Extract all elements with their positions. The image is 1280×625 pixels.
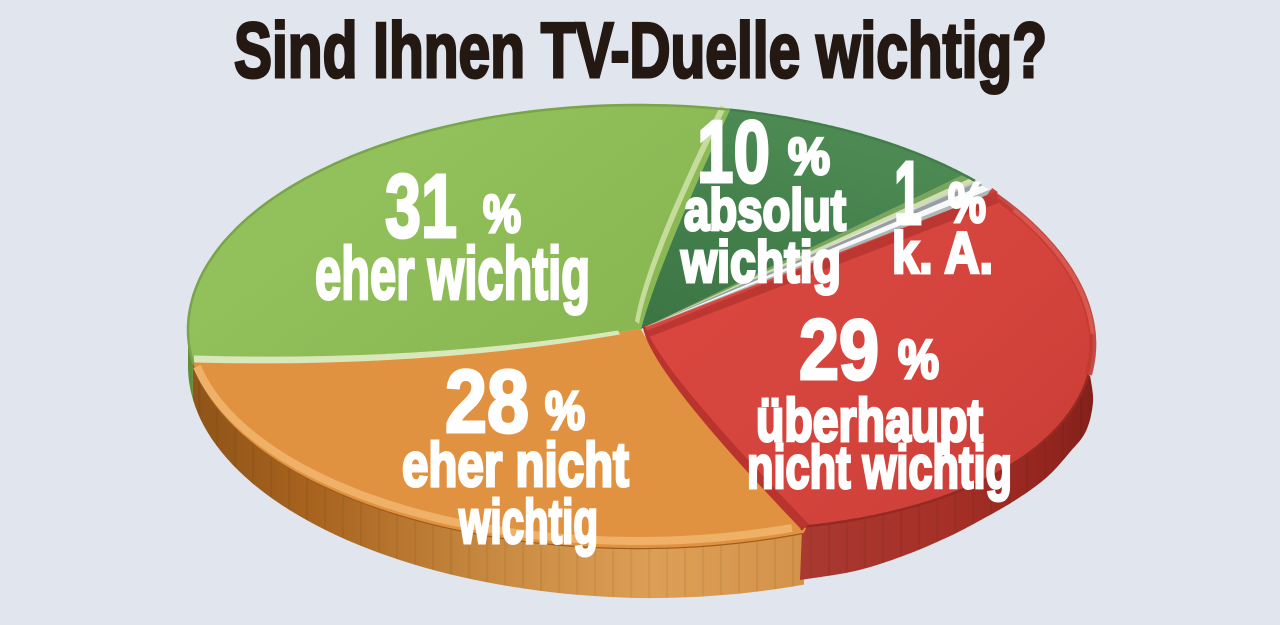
svg-text:29: 29 [799, 303, 879, 398]
svg-text:%: % [788, 128, 830, 186]
svg-text:%: % [483, 185, 521, 244]
svg-text:Sind Ihnen TV-Duelle wichtig?: Sind Ihnen TV-Duelle wichtig? [234, 6, 1047, 94]
svg-text:eher wichtig: eher wichtig [315, 232, 590, 315]
svg-text:%: % [545, 381, 585, 441]
svg-text:wichtig: wichtig [680, 230, 841, 295]
svg-text:28: 28 [445, 351, 529, 451]
svg-text:absolut: absolut [684, 178, 846, 243]
svg-text:31: 31 [385, 157, 457, 257]
svg-text:überhaupt: überhaupt [756, 387, 983, 454]
svg-text:k. A.: k. A. [892, 221, 993, 286]
svg-text:10: 10 [697, 102, 770, 201]
svg-text:%: % [948, 171, 986, 235]
svg-text:wichtig: wichtig [458, 488, 598, 557]
svg-text:eher nicht: eher nicht [402, 431, 629, 500]
svg-text:nicht wichtig: nicht wichtig [747, 434, 1012, 501]
svg-text:%: % [898, 328, 939, 390]
svg-text:1: 1 [894, 144, 922, 244]
